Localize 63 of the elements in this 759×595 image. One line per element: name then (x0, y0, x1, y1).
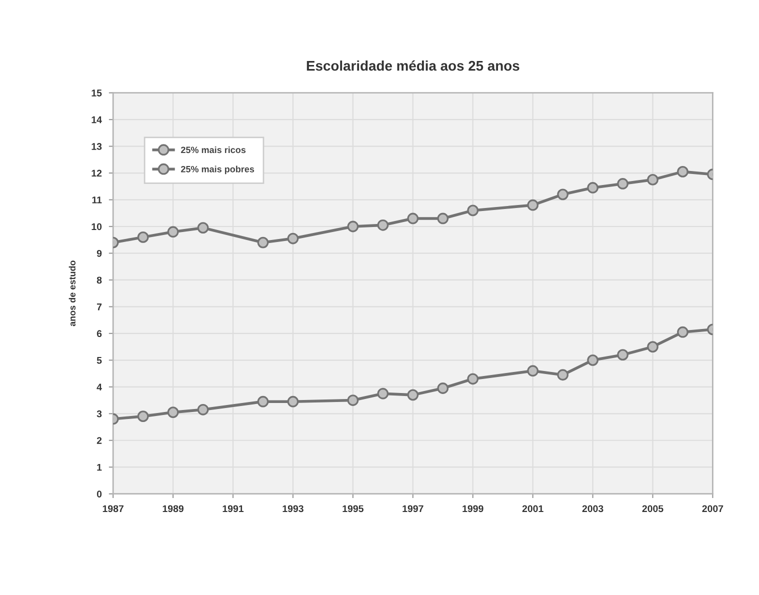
point (137, 410, 149, 422)
x-tick-label: 2003 (582, 505, 604, 512)
point (527, 199, 539, 211)
y-tick-label: 8 (96, 276, 102, 284)
y-tick-label: 14 (92, 116, 102, 124)
y-tick-label: 5 (96, 357, 102, 364)
x-tick-label: 1995 (342, 505, 364, 512)
y-tick-label: 9 (96, 250, 102, 257)
point (377, 219, 389, 231)
y-tick-label: 13 (92, 143, 102, 150)
point (437, 382, 449, 394)
point (197, 222, 209, 234)
y-tick-label: 2 (96, 437, 102, 444)
point (197, 404, 209, 416)
point (467, 204, 479, 216)
y-tick-label: 15 (92, 90, 102, 96)
point (407, 212, 419, 224)
point (347, 394, 359, 406)
point (617, 178, 628, 190)
y-tick-label: 12 (92, 170, 102, 177)
point (557, 188, 568, 200)
point (647, 174, 658, 186)
x-tick-label: 2007 (702, 505, 724, 512)
x-tick-label: 1993 (282, 505, 304, 512)
point (167, 406, 179, 418)
point (557, 369, 568, 381)
point (617, 349, 628, 361)
y-tick-label: 6 (96, 330, 102, 338)
point (347, 220, 359, 232)
point (467, 373, 479, 385)
y-tick-label: 0 (96, 490, 102, 498)
y-tick-label: 1 (97, 464, 102, 471)
y-tick-label: 4 (96, 384, 102, 390)
y-tick-label: 7 (96, 304, 102, 310)
x-tick-label: 2005 (642, 505, 664, 512)
y-axis-title: anos de estudo (68, 260, 76, 326)
x-tick-label: 1997 (402, 505, 424, 512)
legend-label: 25% mais ricos (181, 146, 246, 154)
point (587, 182, 598, 194)
chart-title: Escolaridade média aos 25 anos (306, 60, 520, 71)
point (287, 396, 299, 408)
x-tick-label: 2001 (522, 505, 544, 512)
point (407, 389, 419, 401)
x-tick-label: 1987 (102, 505, 124, 512)
point (677, 326, 688, 338)
point (677, 166, 688, 178)
point (437, 212, 449, 224)
point (167, 226, 179, 238)
legend-label: 25% mais pobres (181, 166, 254, 174)
point (257, 236, 269, 248)
point (647, 341, 658, 352)
y-tick-label: 11 (92, 196, 102, 204)
y-tick-label: 3 (96, 410, 102, 418)
x-tick-label: 1991 (222, 505, 244, 512)
y-tick-label: 10 (92, 223, 102, 230)
point (257, 396, 269, 408)
point (587, 354, 598, 366)
point (287, 232, 299, 244)
point (137, 231, 149, 243)
point (377, 388, 389, 400)
x-tick-label: 1999 (462, 505, 484, 512)
point (527, 365, 539, 377)
x-tick-label: 1989 (162, 505, 184, 512)
